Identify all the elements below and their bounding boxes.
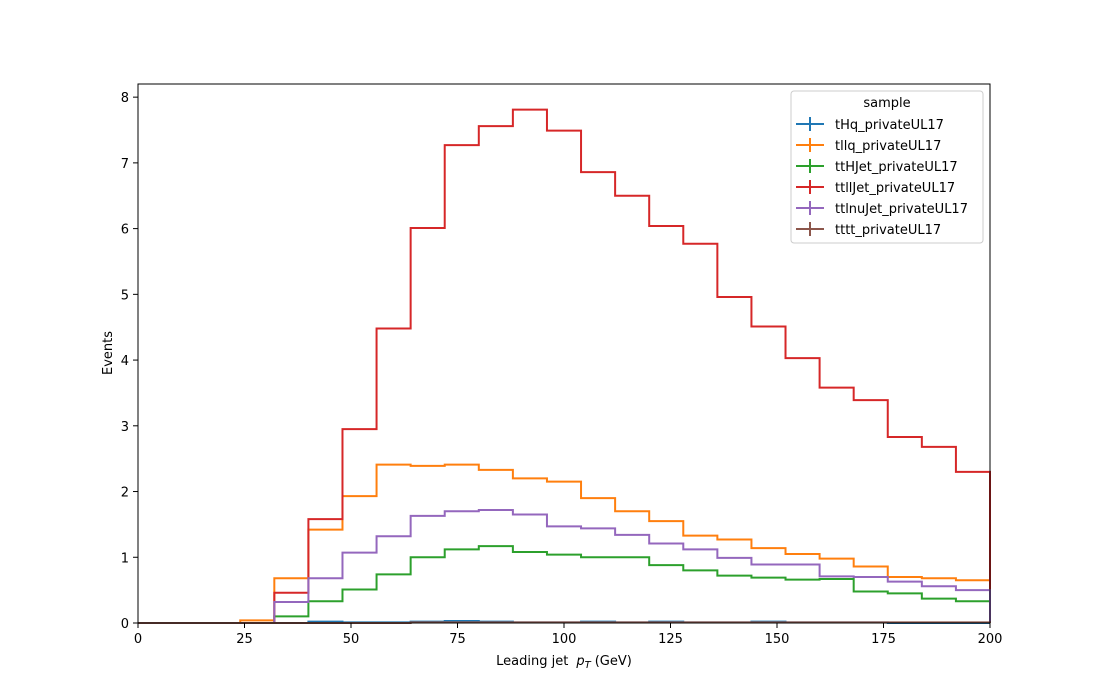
legend-label: tttt_privateUL17 (835, 223, 941, 238)
x-tick-label: 200 (978, 632, 1003, 647)
series-line-1 (138, 463, 991, 624)
x-tick-label: 125 (658, 632, 683, 647)
x-tick-label: 25 (236, 632, 253, 647)
y-axis-ticks: 0 1 2 3 4 5 6 7 8 (121, 91, 138, 632)
legend-entry: tttt_privateUL17 (796, 222, 941, 238)
x-axis-label: Leading jet pT (GeV) (496, 654, 632, 671)
x-tick-label: 75 (449, 632, 466, 647)
legend-label: tllq_privateUL17 (835, 139, 941, 154)
y-tick-label: 1 (121, 551, 129, 566)
x-axis-ticks: 0 25 50 75 100 125 150 175 200 (134, 623, 1003, 647)
legend-entry: ttlnuJet_privateUL17 (796, 201, 968, 217)
x-tick-label: 50 (343, 632, 360, 647)
y-tick-label: 5 (121, 288, 129, 303)
x-axis-label-symbol: p (575, 654, 584, 669)
y-tick-label: 7 (121, 157, 129, 172)
x-axis-label-subscript: T (585, 660, 592, 671)
x-axis-label-suffix: (GeV) (595, 654, 632, 669)
legend-entries: tHq_privateUL17 tllq_privateUL17 ttHJet_pr… (796, 117, 968, 238)
legend-box (790, 90, 984, 244)
series-line-4 (138, 508, 991, 624)
y-tick-label: 2 (121, 486, 129, 501)
y-tick-label: 8 (121, 91, 129, 106)
y-tick-label: 0 (121, 617, 129, 632)
y-tick-label: 3 (121, 420, 129, 435)
legend-entry: tHq_privateUL17 (796, 117, 944, 133)
legend-label: tHq_privateUL17 (835, 118, 944, 133)
y-tick-label: 6 (121, 223, 129, 238)
legend-label: ttllJet_privateUL17 (835, 181, 955, 196)
x-tick-label: 100 (552, 632, 577, 647)
legend-entry: ttHJet_privateUL17 (796, 159, 958, 175)
legend-title: sample (863, 96, 910, 111)
series-line-2 (138, 545, 991, 624)
x-tick-label: 175 (871, 632, 896, 647)
y-axis-label: Events (101, 331, 116, 375)
x-axis-label-prefix: Leading jet (496, 654, 568, 669)
legend-label: ttHJet_privateUL17 (835, 160, 958, 175)
x-tick-label: 0 (134, 632, 142, 647)
x-tick-label: 150 (765, 632, 790, 647)
legend-label: ttlnuJet_privateUL17 (835, 202, 968, 217)
series-line-3 (138, 108, 991, 624)
legend-entry: tllq_privateUL17 (796, 138, 941, 154)
legend: sample tHq_privateUL17 tllq_privateUL17tt… (790, 90, 984, 244)
y-tick-label: 4 (121, 354, 129, 369)
legend-entry: ttllJet_privateUL17 (796, 180, 955, 196)
